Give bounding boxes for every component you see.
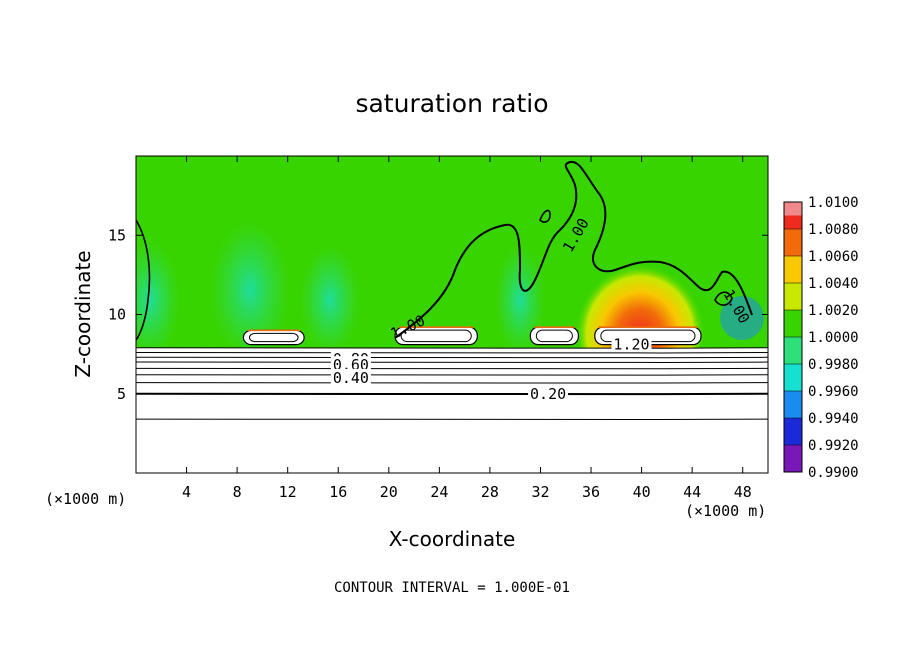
colorbar-label: 1.0020 xyxy=(808,303,859,319)
x-tick-label: 44 xyxy=(683,483,701,501)
x-tick-label: 28 xyxy=(481,483,499,501)
x-tick-label: 12 xyxy=(279,483,297,501)
x-tick-label: 36 xyxy=(582,483,600,501)
y-axis: 5 10 15 xyxy=(108,226,768,403)
contour-line xyxy=(136,346,768,349)
contour-line xyxy=(136,373,768,376)
colorbar-label: 0.9940 xyxy=(808,411,859,427)
contour-line xyxy=(539,209,551,223)
cloud-contour xyxy=(248,332,299,343)
chart-title: saturation ratio xyxy=(355,89,548,118)
contour-label-bg xyxy=(528,384,569,401)
contour-interval-note: CONTOUR INTERVAL = 1.000E-01 xyxy=(334,580,570,596)
colorbar-label: 0.9960 xyxy=(808,384,859,400)
x-axis: 4 8 12 16 20 24 28 32 36 40 44 48 xyxy=(182,156,752,501)
x-unit-label-right: (×1000 m) xyxy=(685,502,766,520)
contour-label-bg xyxy=(330,368,371,385)
contour-line xyxy=(136,418,768,421)
contour-label-text: 1.20 xyxy=(613,336,649,354)
contour-line xyxy=(136,361,768,363)
y-tick-label: 5 xyxy=(117,385,126,403)
colorbar-segment xyxy=(784,364,802,391)
colorbar-segment xyxy=(784,310,802,337)
colorbar-segment xyxy=(784,283,802,310)
colorbar-label: 0.9980 xyxy=(808,357,859,373)
x-unit-label-left: (×1000 m) xyxy=(45,490,126,508)
colorbar-segment xyxy=(784,445,802,472)
cloud-contour xyxy=(400,329,472,343)
colorbar-segment xyxy=(784,202,802,216)
cloud-region xyxy=(242,329,305,346)
x-tick-label: 32 xyxy=(531,483,549,501)
colorbar-label: 1.0000 xyxy=(808,330,859,346)
moist-plume xyxy=(720,296,764,340)
contour-label-bg xyxy=(330,356,371,373)
y-tick-label: 15 xyxy=(108,226,126,244)
plot-area: 1.001.001.001.200.800.600.400.20 xyxy=(136,156,768,473)
contour-label-bg xyxy=(611,335,652,352)
cloud-contour xyxy=(535,329,573,343)
colorbar-label: 0.9900 xyxy=(808,465,859,481)
moist-plume xyxy=(210,220,290,360)
x-axis-label: X-coordinate xyxy=(389,527,516,551)
colorbar-segment xyxy=(784,229,802,256)
contour-line xyxy=(136,356,768,359)
colorbar-label: 1.0080 xyxy=(808,222,859,238)
contour-line xyxy=(136,351,768,354)
contour-label: 0.20 xyxy=(528,384,569,403)
x-tick-label: 48 xyxy=(734,483,752,501)
contour-line xyxy=(136,381,768,384)
colorbar-label: 0.9920 xyxy=(808,438,859,454)
contour-label-text: 0.20 xyxy=(530,385,566,403)
colorbar-label: 1.0100 xyxy=(808,195,859,211)
x-tick-label: 20 xyxy=(380,483,398,501)
colorbar-segment xyxy=(784,418,802,445)
contour-line xyxy=(714,291,733,306)
y-tick-label: 10 xyxy=(108,306,126,324)
contour-line xyxy=(136,392,768,396)
moist-plume xyxy=(300,245,360,355)
contour-line xyxy=(136,367,768,370)
contour-line xyxy=(394,160,753,339)
contour-label: 1.20 xyxy=(611,335,652,354)
colorbar-segment xyxy=(784,256,802,283)
colorbar-label: 1.0040 xyxy=(808,276,859,292)
colorbar: 1.0100 1.0080 1.0060 1.0040 1.0020 1.0000 0.99… xyxy=(783,195,859,481)
x-tick-label: 4 xyxy=(182,483,191,501)
contour-label-text: 0.40 xyxy=(333,369,369,387)
colorbar-segment xyxy=(784,337,802,364)
moist-plume xyxy=(495,245,545,355)
colorbar-segment xyxy=(784,391,802,418)
x-tick-label: 24 xyxy=(430,483,448,501)
contour-line xyxy=(136,219,151,341)
y-axis-label: Z-coordinate xyxy=(71,250,95,377)
colorbar-label: 1.0060 xyxy=(808,249,859,265)
x-tick-label: 40 xyxy=(633,483,651,501)
contour-label: 0.40 xyxy=(330,368,371,387)
lower-domain xyxy=(136,348,768,473)
x-tick-label: 8 xyxy=(233,483,242,501)
x-tick-label: 16 xyxy=(329,483,347,501)
moist-plume xyxy=(136,240,180,360)
